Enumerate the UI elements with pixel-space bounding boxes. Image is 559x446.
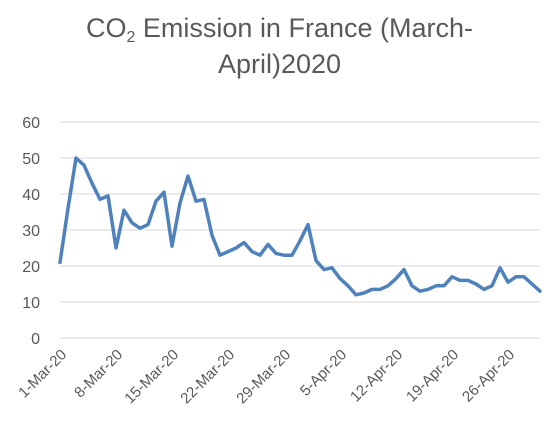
x-tick-label: 12-Apr-20 xyxy=(347,346,406,405)
y-tick-label: 40 xyxy=(22,187,40,204)
title-co: CO xyxy=(86,13,127,43)
y-axis-ticks: 0 10 20 30 40 50 60 xyxy=(22,115,40,348)
x-axis-ticks: 1-Mar-20 8-Mar-2015-Mar-2022-Mar-2029-Mar… xyxy=(15,346,518,407)
y-tick-label: 30 xyxy=(22,223,40,240)
x-tick-label: 8-Mar-20 xyxy=(71,346,126,401)
series-layer xyxy=(58,156,542,297)
x-tick-label: 29-Mar-20 xyxy=(233,346,294,407)
x-tick-label: 15-Mar-20 xyxy=(121,346,182,407)
y-tick-label: 50 xyxy=(22,151,40,168)
chart-title: CO2 Emission in France (March- April)202… xyxy=(0,10,559,82)
y-tick-label: 10 xyxy=(22,295,40,312)
x-tick-label: 1-Mar-20 xyxy=(15,346,70,401)
x-tick-label: 26-Apr-20 xyxy=(459,346,518,405)
title-subscript-2: 2 xyxy=(126,29,136,46)
x-tick-label: 22-Mar-20 xyxy=(177,346,238,407)
y-tick-label: 20 xyxy=(22,259,40,276)
y-tick-label: 0 xyxy=(31,331,40,348)
y-tick-label: 60 xyxy=(22,115,40,132)
x-tick-label: 19-Apr-20 xyxy=(403,346,462,405)
series-line-0 xyxy=(58,156,542,297)
title-line-2: April)2020 xyxy=(217,49,342,79)
x-tick-label: 5-Apr-20 xyxy=(297,346,350,399)
gridlines xyxy=(60,121,540,303)
title-rest: Emission in France (March- xyxy=(135,13,473,43)
